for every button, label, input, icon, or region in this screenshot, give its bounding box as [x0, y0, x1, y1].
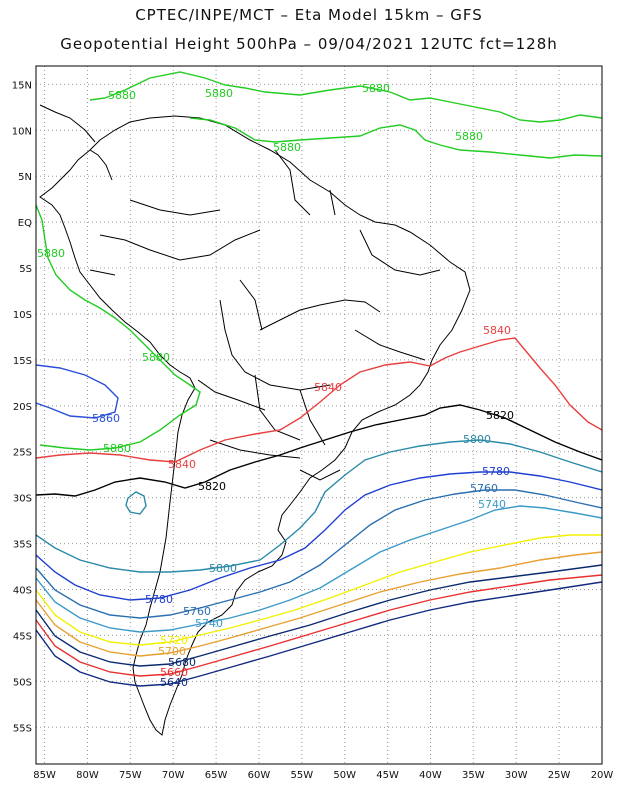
contour-label: 5880: [205, 87, 233, 100]
contour-label: 5880: [455, 130, 483, 143]
lat-tick-label: 55S: [13, 723, 32, 734]
contour-label: 5880: [142, 351, 170, 364]
contour-line: [189, 117, 602, 159]
lat-lon-grid: [36, 66, 603, 764]
lon-tick-label: 65W: [205, 770, 228, 781]
lon-tick-label: 45W: [376, 770, 399, 781]
contour-line: [36, 204, 201, 451]
contour-line: [36, 439, 602, 573]
contour-label: 5680: [168, 656, 196, 669]
contour-label: 5720: [160, 634, 188, 647]
contour-label: 5780: [482, 465, 510, 478]
contour-label: 5700: [158, 645, 186, 658]
contour-label: 5800: [209, 562, 237, 575]
lon-tick-label: 75W: [119, 770, 142, 781]
contour-line: [36, 364, 119, 419]
contour-line: [36, 581, 602, 687]
contour-line: [36, 564, 602, 667]
contour-label: 5880: [362, 82, 390, 95]
lon-tick-label: 80W: [76, 770, 99, 781]
contour-line: [36, 534, 602, 646]
contour-line: [36, 551, 602, 657]
contour-label: 5880: [273, 141, 301, 154]
lat-tick-label: 10S: [13, 310, 32, 321]
lon-tick-label: 55W: [291, 770, 314, 781]
contour-label: 5840: [168, 458, 196, 471]
contour-label: 5780: [145, 593, 173, 606]
contour-label: 5860: [92, 412, 120, 425]
lon-tick-label: 35W: [462, 770, 485, 781]
contour-line: [36, 574, 602, 677]
lat-tick-label: 10N: [12, 126, 32, 137]
contour-label: 5760: [470, 482, 498, 495]
contour-line: [36, 337, 602, 463]
contour-label: 5760: [183, 605, 211, 618]
contour-line: [125, 491, 147, 515]
contour-label: 5840: [314, 381, 342, 394]
lat-tick-label: 5N: [18, 172, 32, 183]
contour-line: [89, 71, 602, 123]
contour-label: 5880: [37, 247, 65, 260]
lat-tick-label: 50S: [13, 677, 32, 688]
lon-tick-label: 50W: [333, 770, 356, 781]
lat-tick-label: 5S: [19, 264, 32, 275]
contour-label: 5660: [160, 666, 188, 679]
lat-tick-label: 15S: [13, 356, 32, 367]
contour-label: 5640: [160, 676, 188, 689]
contour-line: [36, 471, 602, 601]
lon-tick-label: 40W: [419, 770, 442, 781]
lat-tick-label: 30S: [13, 494, 32, 505]
contour-label: 5840: [483, 324, 511, 337]
map-frame: [35, 65, 603, 765]
contour-label: 5740: [478, 498, 506, 511]
lat-tick-label: 35S: [13, 540, 32, 551]
contour-line: [36, 489, 602, 619]
lon-tick-label: 85W: [33, 770, 56, 781]
longitude-labels: 85W 80W 75W 70W 65W 60W 55W 50W 45W 40W 35W 30W 25W 2…: [33, 770, 613, 781]
contour-line: [36, 505, 602, 633]
lat-tick-label: 25S: [13, 448, 32, 459]
contour-label: 5800: [463, 433, 491, 446]
lon-tick-label: 30W: [505, 770, 528, 781]
chart-title: CPTEC/INPE/MCT – Eta Model 15km – GFS: [135, 6, 483, 24]
contour-label: 5880: [103, 442, 131, 455]
lat-tick-label: EQ: [18, 218, 32, 229]
contour-line: [36, 404, 602, 497]
lat-tick-label: 45S: [13, 631, 32, 642]
contour-label: 5880: [108, 89, 136, 102]
contour-label: 5820: [198, 480, 226, 493]
chart-subtitle: Geopotential Height 500hPa – 09/04/2021 …: [60, 35, 558, 53]
lon-tick-label: 60W: [248, 770, 271, 781]
lat-tick-label: 20S: [13, 402, 32, 413]
lat-tick-label: 40S: [13, 586, 32, 597]
lon-tick-label: 20W: [591, 770, 614, 781]
latitude-labels: 15N 10N 5N EQ 5S 10S 15S 20S 25S 30S 35S 40S 45S 50S 5…: [12, 80, 32, 734]
lon-tick-label: 70W: [162, 770, 185, 781]
lat-tick-label: 15N: [12, 80, 32, 91]
contour-label: 5740: [195, 617, 223, 630]
contour-label: 5820: [486, 409, 514, 422]
lon-tick-label: 25W: [548, 770, 571, 781]
